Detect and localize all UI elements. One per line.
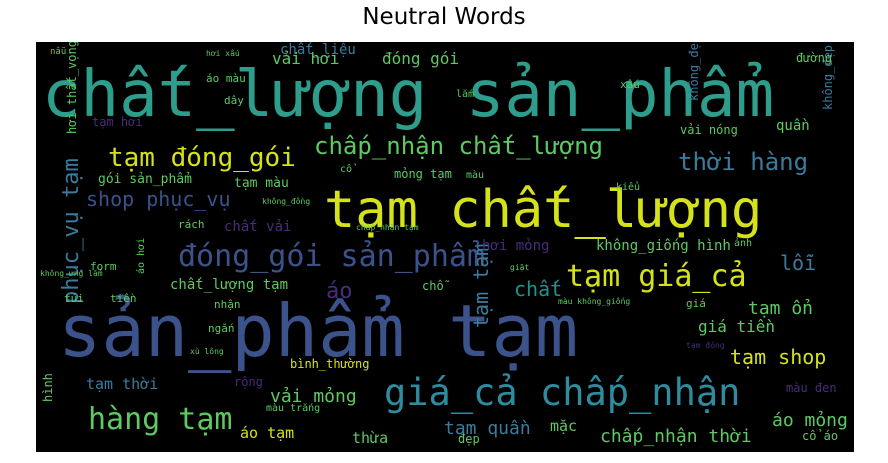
word-26: mặc (550, 417, 577, 435)
word-37: vải nóng (680, 123, 738, 137)
word-34: gói sản_phẩm (98, 172, 192, 187)
word-54: túi (64, 292, 84, 305)
word-13: tạm tạm (469, 244, 493, 328)
word-73: màu không_giống (558, 296, 630, 306)
word-56: form (90, 260, 117, 273)
word-12: tạm shop (730, 345, 826, 369)
word-75: cổ (340, 163, 357, 175)
word-1: sản_phẩm tạm (58, 289, 578, 373)
word-60: giá (686, 297, 706, 310)
word-49: xấu (620, 78, 640, 91)
word-57: rách (178, 218, 205, 231)
word-53: cổ áo (802, 429, 838, 443)
word-2: tạm chất_lượng (324, 180, 762, 240)
word-10: shop phục_vụ (86, 187, 231, 211)
chart-title: Neutral Words (362, 4, 526, 30)
word-29: chất_liệu (280, 42, 356, 58)
word-66: nẫu (50, 47, 66, 57)
word-58: nhận (214, 298, 241, 311)
word-28: đóng gói (382, 49, 459, 68)
word-cloud-svg: chất_lượng sản_phẩm sản_phẩm tạm tạm chất_… (40, 42, 848, 447)
word-23: tạm thời (86, 375, 158, 393)
word-67: hơi xấu (206, 48, 240, 58)
word-51: áo màu (206, 72, 246, 85)
word-45: hình (41, 373, 55, 402)
word-30: không_giống hình (596, 238, 731, 254)
word-3: giá_cả chấp_nhận (384, 371, 740, 415)
word-76: màu (466, 169, 484, 181)
word-39: không_đẹp (687, 42, 701, 101)
word-24: thừa (352, 429, 388, 447)
word-cloud: chất_lượng sản_phẩm sản_phẩm tạm tạm chất_… (36, 42, 854, 452)
word-63: áo hơi (135, 238, 147, 274)
word-20: chất (514, 277, 562, 301)
word-22: giá tiền (698, 317, 775, 336)
word-25: áo tạm (240, 424, 294, 442)
word-17: tạm quần (444, 418, 531, 439)
word-50: dây (224, 94, 244, 107)
word-65: lắm (456, 88, 474, 100)
word-43: đẹp (458, 432, 480, 446)
word-14: chấp_nhận thời (600, 426, 752, 447)
word-18: lỗi (780, 251, 816, 275)
word-4: đóng_gói sản_phẩm (178, 239, 485, 274)
word-68: không_đồng (262, 196, 310, 206)
word-41: bình_thường (290, 357, 369, 371)
word-35: tạm màu (234, 176, 289, 191)
word-27: vải hơi (272, 49, 339, 68)
word-38: quần (776, 118, 810, 134)
word-48: đường (796, 51, 832, 65)
word-16: áo mỏng (772, 410, 848, 431)
word-6: chấp_nhận chất_lượng (314, 132, 603, 160)
word-36: mỏng tạm (394, 167, 452, 181)
word-46: hơi thất_vọng (65, 42, 79, 134)
word-71: xù lông (190, 346, 224, 356)
word-9: thời hàng (678, 148, 808, 176)
word-7: tạm đóng_gói (108, 143, 296, 173)
word-47: tạm hơi (92, 115, 143, 129)
word-19: áo (326, 279, 353, 304)
word-52: chỗ (422, 279, 450, 293)
word-74: giặt (510, 263, 529, 272)
word-59: ngắn (208, 322, 235, 335)
word-55: tiền (110, 292, 137, 305)
word-8: hàng tạm (88, 402, 233, 437)
word-11: phục_vụ tạm (59, 158, 84, 304)
word-42: rộng (234, 375, 263, 389)
word-5: tạm giá_cả (566, 259, 747, 294)
word-15: vải mỏng (270, 386, 357, 407)
word-70: tạm đóng (686, 340, 725, 350)
word-61: kiểu (616, 181, 640, 193)
word-69: chấp_nhận tạm (356, 222, 419, 232)
word-0: chất_lượng sản_phẩm (42, 58, 774, 132)
word-32: chất vải (224, 219, 291, 235)
word-21: tạm ổn (748, 298, 813, 319)
word-72: không_ưng lắm (40, 268, 103, 278)
word-40: không_đẹp lắm (821, 42, 835, 110)
word-62: ảnh (734, 237, 752, 249)
word-33: hơi mỏng (482, 238, 549, 254)
word-64: màu trắng (266, 402, 320, 414)
word-44: màu đen (786, 381, 837, 395)
word-31: chất_lượng tạm (170, 277, 288, 293)
